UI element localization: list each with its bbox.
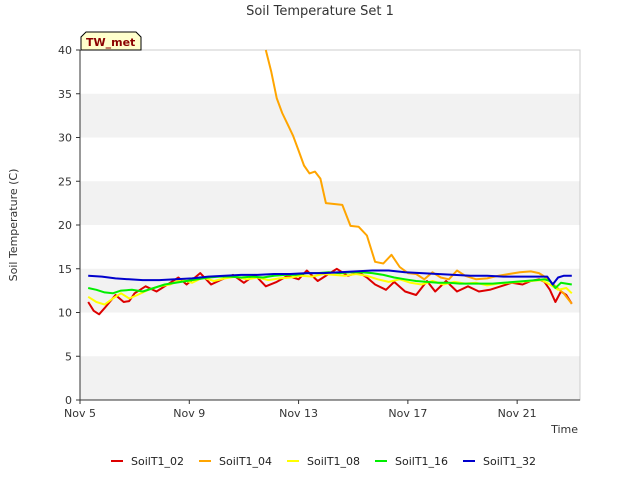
badge-label: TW_met [86,36,135,49]
plot-band-3 [80,93,580,138]
plot-band-0 [80,356,580,400]
y-axis-label: Soil Temperature (C) [7,169,20,282]
x-tick-label: Nov 13 [279,407,318,420]
y-tick-label: 20 [58,219,72,232]
y-tick-label: 30 [58,132,72,145]
legend-label: SoilT1_04 [219,455,272,468]
series-layer [87,49,573,316]
y-tick-label: 35 [58,88,72,101]
x-tick-label: Nov 17 [388,407,427,420]
y-tick-label: 10 [58,307,72,320]
x-tick-label: Nov 9 [173,407,205,420]
x-axis-label: Time [550,423,578,436]
series-line-soilt1-32 [88,269,572,286]
y-tick-label: 0 [65,394,72,407]
x-tick-label: Nov 21 [498,407,537,420]
legend-item: SoilT1_16 [375,455,448,468]
y-tick-label: 40 [58,44,72,57]
y-tick-label: 15 [58,263,72,276]
legend-label: SoilT1_32 [483,455,536,468]
legend-label: SoilT1_08 [307,455,360,468]
axes-layer: 0 5 10 15 20 25 30 35 40 Nov 5 Nov 9 Nov 13 Nov 17 No… [58,44,580,420]
series-line-soilt1-04 [264,49,573,305]
badge: TW_met [80,31,142,51]
y-tick-label: 25 [58,175,72,188]
plot-background-bands [80,93,580,400]
legend-item: SoilT1_08 [287,455,360,468]
legend-item: SoilT1_02 [111,455,184,468]
legend-item: SoilT1_04 [199,455,272,468]
badge-shape [80,31,142,51]
chart-title: Soil Temperature Set 1 [246,4,394,19]
series-line-soilt1-02 [87,267,573,316]
x-tick-label: Nov 5 [64,407,96,420]
legend-item: SoilT1_32 [463,455,536,468]
legend-label: SoilT1_02 [131,455,184,468]
y-tick-label: 5 [65,350,72,363]
legend: SoilT1_02 SoilT1_04 SoilT1_08 SoilT1_16 Soil… [111,455,536,468]
legend-label: SoilT1_16 [395,455,448,468]
